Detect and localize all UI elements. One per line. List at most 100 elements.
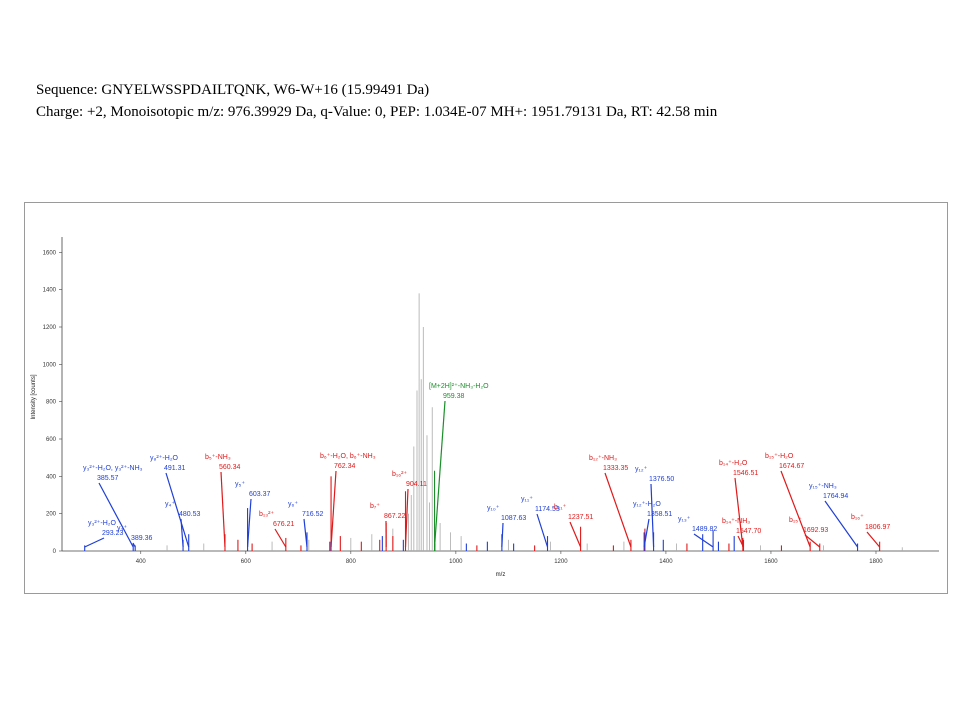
ion-annotation-label: b₇⁺ (370, 503, 380, 510)
x-tick-label: 1000 (449, 559, 463, 565)
x-tick-label: 400 (136, 559, 147, 565)
ion-annotation-mz: 603.37 (249, 491, 271, 498)
ion-annotation-leader (824, 500, 859, 548)
ion-annotation-mz: 385.57 (97, 475, 119, 482)
ion-annotation: y₁₁⁺1174.53 (521, 496, 560, 548)
ion-annotation: y₁₂⁺1376.50 (635, 466, 674, 548)
x-tick-label: 1200 (554, 559, 568, 565)
ion-annotation-mz: 762.34 (334, 463, 356, 470)
x-tick-label: 1600 (764, 559, 778, 565)
ion-annotation: b₁₄⁺-H₂O 1546.51 (719, 460, 758, 548)
ion-annotation-mz: 959.38 (443, 393, 465, 400)
ion-annotation: b₁₂⁺-NH₃ 1333.35 (589, 455, 632, 548)
spectrum-header: Sequence: GNYELWSSPDAILTQNK, W6-W+16 (15… (36, 79, 717, 123)
ion-annotation-leader (303, 518, 308, 548)
x-tick-label: 600 (241, 559, 252, 565)
ion-annotation: y₈²⁺-H₂O 491.31 (150, 455, 190, 548)
ion-annotation-mz: 1237.51 (568, 514, 593, 521)
ion-annotation-label: b₁₃²⁺ (259, 511, 274, 518)
ion-annotation-leader (246, 498, 252, 548)
ion-annotation: y₃⁺ 389.36 (117, 525, 153, 548)
y-tick-label: 200 (46, 512, 57, 518)
ion-annotation: y₁₃⁺1489.82 (678, 516, 717, 548)
ion-annotation-label: b₁₅⁺ (789, 517, 802, 524)
ion-annotation-leader (569, 521, 582, 548)
ion-annotation-label: y₁₅⁺-NH₃ (809, 483, 837, 490)
y-tick-label: 1400 (43, 288, 57, 294)
x-tick-label: 1400 (659, 559, 673, 565)
ion-annotation: b₆⁺-H₂O, b₆⁺-NH₃ 762.34 (320, 453, 376, 548)
ion-annotation-label: b₁₅⁺-H₂O (765, 453, 794, 460)
spectrum-chart: 0 200 400 600 800 1000 1200 1400 1600 400 600 800 10… (31, 237, 939, 578)
ion-annotation-label: y₃⁺ (117, 525, 127, 532)
ion-annotation-leader (433, 400, 446, 548)
ion-annotation-label: y₃²⁺-H₂O, y₃²⁺-NH₃ (83, 465, 143, 472)
ion-annotation: y₃²⁺-H₂O 293.23 (84, 520, 124, 548)
ion-annotation: y₆⁺ 716.52 (288, 501, 324, 548)
ion-annotation-leader (501, 522, 504, 548)
ion-annotation-mz: 904.11 (406, 481, 427, 488)
ion-annotation-mz: 560.34 (219, 464, 241, 471)
ion-annotation-leader (650, 483, 655, 548)
y-tick-label: 1200 (43, 325, 57, 331)
y-axis-label: Intensity [counts] (31, 374, 37, 419)
ion-annotation-label: y₁₂⁺-H₂O (633, 501, 661, 508)
ion-annotation-mz: 1674.67 (779, 463, 804, 470)
ion-annotation-leader (734, 477, 744, 548)
ion-annotation-label: y₃²⁺-H₂O (88, 520, 116, 527)
ion-annotation-leader (737, 535, 745, 548)
ion-annotation-mz: 480.53 (179, 511, 201, 518)
ion-annotation-label: y₁₂⁺ (635, 466, 648, 473)
y-tick-label: 800 (46, 400, 57, 406)
spectrum-frame: 0 200 400 600 800 1000 1200 1400 1600 400 600 800 10… (24, 202, 948, 594)
ion-annotation-mz: 716.52 (302, 511, 324, 518)
ion-annotation-leader (866, 531, 881, 548)
ion-annotation-label: b₁₄⁺-NH₃ (722, 518, 750, 525)
ion-annotation-leader (274, 528, 287, 548)
ion-annotation: b₅⁺-NH₃ 560.34 (205, 454, 241, 548)
ion-annotation: b₁₆²⁺ 904.11 (392, 471, 427, 548)
ion-annotation-label: y₁₃⁺ (678, 516, 691, 523)
ion-annotation: b₁₁⁺1237.51 (554, 504, 593, 548)
ion-annotation-mz: 676.21 (273, 521, 295, 528)
ion-annotation-leader (330, 470, 337, 548)
y-tick-label: 0 (53, 549, 57, 555)
charge-line: Charge: +2, Monoisotopic m/z: 976.39929 … (36, 104, 718, 120)
ion-annotation-label: y₅⁺ (235, 481, 245, 488)
ion-annotation-leader (604, 472, 632, 548)
ion-annotation-label: b₁₆²⁺ (392, 471, 407, 478)
x-tick-label: 1800 (869, 559, 883, 565)
ion-annotation-mz: 1547.70 (736, 528, 761, 535)
ion-annotation: b₁₅⁺-H₂O 1674.67 (765, 453, 811, 548)
ion-annotation-leader (693, 533, 714, 548)
ion-annotation-mz: 1546.51 (733, 470, 758, 477)
y-tick-label: 400 (46, 474, 57, 480)
ion-annotation: b₇⁺ 867.22 (370, 503, 406, 548)
ion-annotation: y₁₀⁺1087.63 (487, 505, 526, 548)
x-tick-label: 800 (346, 559, 357, 565)
ion-annotation-mz: 1764.94 (823, 493, 848, 500)
ion-annotation-label: b₁₄⁺-H₂O (719, 460, 748, 467)
ion-annotation-label: y₁₁⁺ (521, 496, 533, 503)
x-axis-label: m/z (496, 572, 506, 578)
ion-annotation-label: b₁₂⁺-NH₃ (589, 455, 617, 462)
ion-annotation: y₄⁺ 480.53 (165, 501, 201, 548)
ion-annotation-label: y₆⁺ (288, 501, 298, 508)
ion-annotation-mz: 1489.82 (692, 526, 717, 533)
y-tick-label: 600 (46, 437, 57, 443)
ion-annotation-label: y₁₀⁺ (487, 505, 500, 512)
ion-annotation-leader (643, 518, 650, 548)
ion-annotation-mz: 389.36 (131, 535, 153, 542)
ion-annotation: b₁₅⁺1692.93 (789, 517, 828, 548)
ion-annotation-mz: 1358.51 (647, 511, 672, 518)
ion-annotation-leader (780, 470, 811, 548)
ion-annotation: y₅⁺ 603.37 (235, 481, 271, 548)
ion-annotation-leader (220, 471, 226, 548)
ion-annotation-label: b₁₁⁺ (554, 504, 567, 511)
ion-annotation: b₁₃²⁺ 676.21 (259, 511, 295, 548)
ion-annotation-mz: 867.22 (384, 513, 406, 520)
ion-annotation-leader (98, 482, 134, 548)
ion-annotation: b₁₆⁺1806.97 (851, 514, 890, 548)
ion-annotation-mz: 1333.35 (603, 465, 628, 472)
y-tick-label: 1000 (43, 362, 57, 368)
